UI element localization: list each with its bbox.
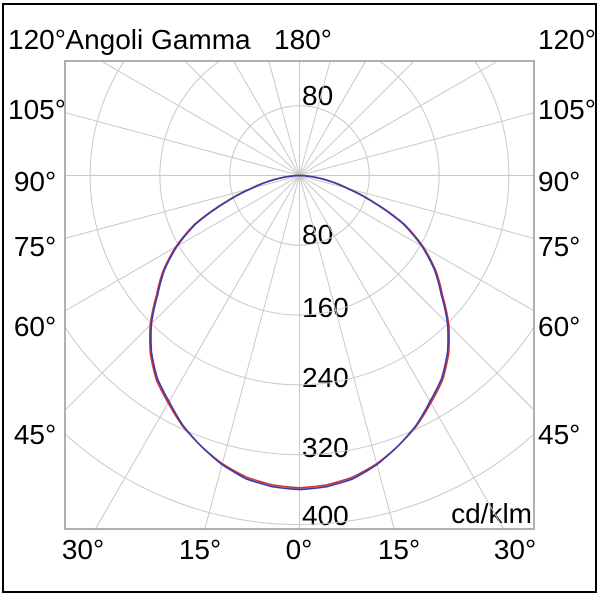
right-angle-label-105: 105° — [538, 94, 596, 125]
left-angle-label-60: 60° — [13, 311, 57, 342]
left-angle-label-45: 45° — [13, 419, 57, 450]
right-angle-label-75: 75° — [538, 231, 581, 262]
right-angle-label-120: 120° — [538, 24, 596, 55]
polar-chart — [64, 60, 535, 530]
bottom-angle-label-15l: 15° — [178, 534, 222, 565]
bottom-angle-label-0: 0° — [285, 534, 313, 565]
chart-title: Angoli Gamma — [65, 24, 251, 55]
unit-label: cd/klm — [451, 498, 532, 529]
right-angle-label-90: 90° — [538, 166, 581, 197]
bottom-angle-label-30r: 30° — [493, 534, 537, 565]
left-angle-label-105: 105° — [8, 94, 66, 125]
left-angle-label-120: 120° — [8, 24, 66, 55]
right-angle-label-60: 60° — [538, 311, 581, 342]
radial-label-160: 160 — [302, 292, 349, 323]
top-angle-label-180: 180° — [274, 24, 332, 55]
left-angle-label-90: 90° — [13, 166, 57, 197]
bottom-angle-label-30l: 30° — [61, 534, 105, 565]
radial-label-80-top: 80 — [302, 80, 334, 111]
outer-frame — [2, 3, 597, 593]
left-angle-label-75: 75° — [13, 231, 57, 262]
radial-label-320: 320 — [302, 432, 349, 463]
radial-label-240: 240 — [302, 362, 349, 393]
right-angle-label-45: 45° — [538, 419, 581, 450]
bottom-angle-label-15r: 15° — [377, 534, 421, 565]
